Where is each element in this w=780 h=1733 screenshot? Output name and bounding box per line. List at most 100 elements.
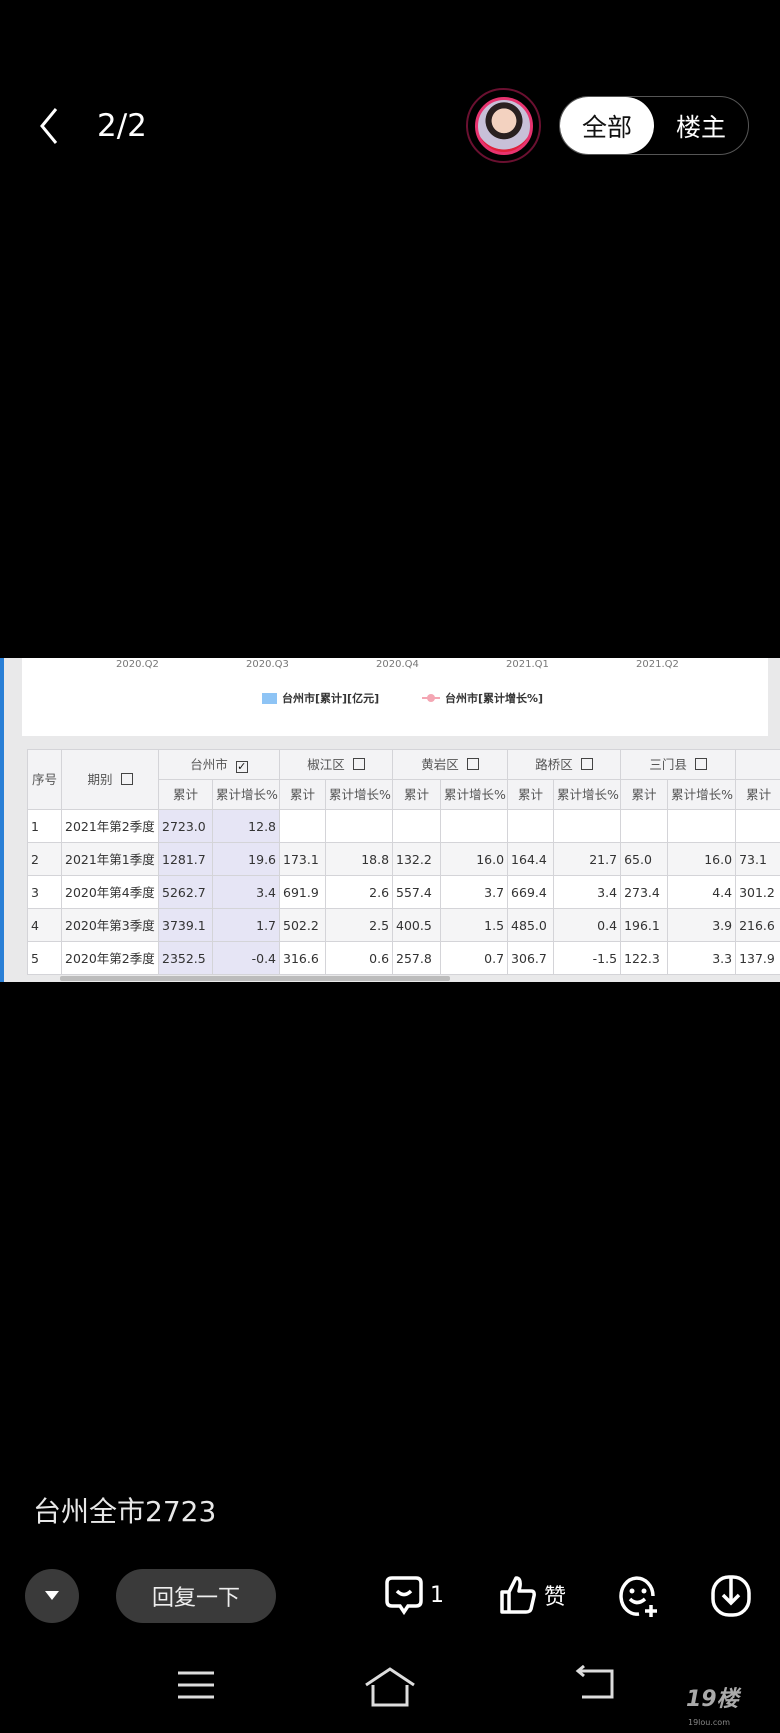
row-index: 5 bbox=[27, 941, 62, 975]
cell-value: 273.4 bbox=[620, 875, 669, 909]
cell-value: 3.9 bbox=[667, 908, 737, 942]
checkbox-icon[interactable] bbox=[694, 758, 707, 770]
checkbox-icon[interactable] bbox=[120, 773, 133, 785]
chart-panel: 2020.Q2 2020.Q3 2020.Q4 2021.Q1 2021.Q2 … bbox=[22, 658, 768, 736]
download-icon[interactable] bbox=[710, 1574, 754, 1618]
legend-label: 台州市[累计][亿元] bbox=[282, 692, 380, 705]
header-region[interactable]: 台州市 ✓ bbox=[157, 749, 281, 780]
post-image[interactable]: 2020.Q2 2020.Q3 2020.Q4 2021.Q1 2021.Q2 … bbox=[0, 658, 780, 982]
cell-value: 2723.0 bbox=[158, 809, 213, 843]
cell-value: 2.5 bbox=[325, 908, 394, 942]
divider bbox=[0, 658, 4, 982]
subheader-growth: 累计增长% bbox=[440, 779, 509, 810]
cell-value: 18.8 bbox=[325, 842, 394, 876]
comment-icon bbox=[385, 1576, 423, 1616]
line-marker bbox=[422, 694, 440, 702]
subheader-cumulative: 累计 bbox=[507, 779, 555, 810]
cell-value: 196.1 bbox=[620, 908, 669, 942]
subheader-cumulative: 累计 bbox=[620, 779, 669, 810]
x-tick: 2020.Q2 bbox=[116, 659, 159, 670]
row-index: 4 bbox=[27, 908, 62, 942]
cell-value: 3.4 bbox=[553, 875, 622, 909]
expand-button[interactable] bbox=[25, 1569, 79, 1623]
comment-count: 1 bbox=[430, 1582, 444, 1608]
header-period[interactable]: 期别 bbox=[61, 749, 159, 810]
bar-swatch bbox=[262, 692, 277, 704]
cell-value bbox=[440, 809, 509, 843]
checkbox-icon[interactable] bbox=[580, 758, 593, 770]
horizontal-scrollbar[interactable] bbox=[60, 976, 450, 981]
subheader-cumulative: 累计 bbox=[735, 779, 780, 810]
header-region[interactable]: 黄岩区 bbox=[392, 749, 509, 780]
cell-value: 132.2 bbox=[392, 842, 442, 876]
data-table: 序号 期别 台州市 ✓ 椒江区 黄岩区 路桥区 三门县 累计 累计增长% 累计 累计增长… bbox=[27, 749, 780, 975]
table-row[interactable]: 4 2020年第3季度 3739.1 1.7 502.2 2.5 400.5 1.5 485.0… bbox=[27, 908, 780, 942]
x-tick: 2020.Q4 bbox=[376, 659, 419, 670]
cell-value: 1.5 bbox=[440, 908, 509, 942]
table-row[interactable]: 1 2021年第2季度 2723.0 12.8 bbox=[27, 809, 780, 843]
cell-value: 2.6 bbox=[325, 875, 394, 909]
subheader-growth: 累计增长% bbox=[325, 779, 394, 810]
row-period: 2020年第4季度 bbox=[61, 875, 159, 909]
thumbs-up-icon bbox=[500, 1576, 536, 1614]
subheader-growth: 累计增长% bbox=[211, 779, 281, 810]
cell-value: 0.6 bbox=[325, 941, 394, 975]
table-row[interactable]: 3 2020年第4季度 5262.7 3.4 691.9 2.6 557.4 3.7 669.4… bbox=[27, 875, 780, 909]
x-tick: 2021.Q2 bbox=[636, 659, 679, 670]
cell-value: 73.1 bbox=[735, 842, 780, 876]
caret-down-icon bbox=[45, 1591, 59, 1600]
cell-value: 0.7 bbox=[440, 941, 509, 975]
cell-value: 1.7 bbox=[211, 908, 281, 942]
cell-value bbox=[507, 809, 555, 843]
cell-value bbox=[620, 809, 669, 843]
row-period: 2021年第1季度 bbox=[61, 842, 159, 876]
checkbox-icon[interactable] bbox=[466, 758, 479, 770]
cell-value: 502.2 bbox=[279, 908, 327, 942]
cell-value: 16.0 bbox=[667, 842, 737, 876]
legend-item: 台州市[累计增长%] bbox=[422, 690, 543, 706]
reply-button[interactable]: 回复一下 bbox=[116, 1569, 276, 1623]
avatar[interactable] bbox=[466, 88, 541, 163]
home-icon[interactable] bbox=[364, 1665, 416, 1709]
header-region[interactable]: 路桥区 bbox=[507, 749, 622, 780]
watermark-logo: 19楼 bbox=[686, 1687, 739, 1712]
cell-value: 691.9 bbox=[279, 875, 327, 909]
back-icon[interactable] bbox=[36, 106, 66, 146]
cell-value: 3.4 bbox=[211, 875, 281, 909]
cell-value: 257.8 bbox=[392, 941, 442, 975]
cell-value: 164.4 bbox=[507, 842, 555, 876]
cell-value: 19.6 bbox=[211, 842, 281, 876]
header-region[interactable]: 三门县 bbox=[620, 749, 737, 780]
table-row[interactable]: 5 2020年第2季度 2352.5 -0.4 316.6 0.6 257.8 0.7 306.… bbox=[27, 941, 780, 975]
menu-icon[interactable] bbox=[176, 1665, 216, 1705]
x-tick: 2021.Q1 bbox=[506, 659, 549, 670]
cell-value: -1.5 bbox=[553, 941, 622, 975]
comment-button[interactable]: 1 bbox=[384, 1574, 444, 1616]
add-emoji-icon[interactable] bbox=[617, 1574, 661, 1618]
cell-value: 65.0 bbox=[620, 842, 669, 876]
cell-value: 122.3 bbox=[620, 941, 669, 975]
filter-op-button[interactable]: 楼主 bbox=[675, 112, 726, 142]
subheader-growth: 累计增长% bbox=[553, 779, 622, 810]
table-row[interactable]: 2 2021年第1季度 1281.7 19.6 173.1 18.8 132.2 16.0 16… bbox=[27, 842, 780, 876]
row-index: 3 bbox=[27, 875, 62, 909]
checkbox-icon[interactable] bbox=[352, 758, 365, 770]
cell-value: 3.3 bbox=[667, 941, 737, 975]
cell-value: 557.4 bbox=[392, 875, 442, 909]
cell-value: 216.6 bbox=[735, 908, 780, 942]
like-button[interactable]: 赞 bbox=[498, 1574, 566, 1616]
cell-value bbox=[735, 809, 780, 843]
checkbox-checked-icon[interactable]: ✓ bbox=[235, 759, 248, 773]
back-nav-icon[interactable] bbox=[574, 1665, 618, 1705]
filter-all-button[interactable]: 全部 bbox=[560, 97, 654, 154]
header-region[interactable]: 椒江区 bbox=[279, 749, 394, 780]
cell-value: 306.7 bbox=[507, 941, 555, 975]
cell-value: 301.2 bbox=[735, 875, 780, 909]
header-region bbox=[735, 749, 780, 780]
post-caption: 台州全市2723 bbox=[33, 1495, 217, 1528]
watermark-url: 19lou.com bbox=[688, 1718, 730, 1727]
cell-value: 669.4 bbox=[507, 875, 555, 909]
cell-value: 4.4 bbox=[667, 875, 737, 909]
cell-value: 0.4 bbox=[553, 908, 622, 942]
x-tick: 2020.Q3 bbox=[246, 659, 289, 670]
